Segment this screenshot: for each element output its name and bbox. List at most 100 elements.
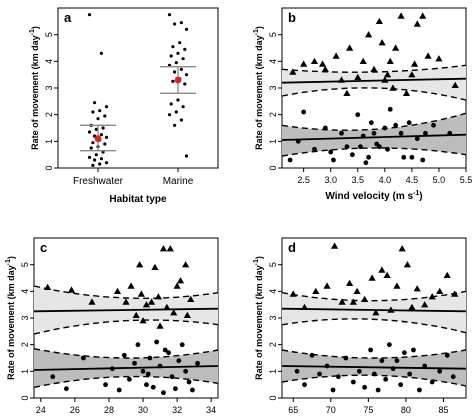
fit-line	[33, 307, 219, 313]
circle-point	[132, 360, 137, 366]
triangle-point	[67, 286, 76, 293]
x-tick-label: 28	[104, 405, 114, 415]
circle-point	[444, 352, 450, 358]
triangle-point	[343, 89, 351, 97]
circle-point	[349, 152, 355, 158]
triangle-point	[354, 73, 362, 81]
triangle-point	[330, 242, 339, 249]
circle-point	[330, 387, 336, 393]
y-tick-label: 0	[268, 395, 278, 400]
data-point	[93, 101, 97, 105]
circle-point	[402, 350, 407, 356]
circle-point	[116, 387, 122, 393]
ci-upper-line	[33, 347, 219, 359]
triangle-point	[323, 282, 331, 289]
y-axis-label: Rate of movement (km day-1)	[29, 26, 40, 150]
circle-point	[176, 358, 182, 364]
data-point	[98, 109, 102, 113]
triangle-point	[403, 261, 412, 268]
circle-point	[366, 154, 371, 160]
triangle-point	[413, 20, 421, 27]
circle-point	[383, 376, 389, 382]
triangle-point	[389, 84, 397, 91]
x-tick-label: 5.5	[460, 175, 473, 185]
circle-point	[394, 358, 400, 364]
triangle-point	[147, 298, 156, 305]
circle-point	[144, 382, 149, 388]
y-tick-label: 1	[268, 369, 278, 374]
label-part: )	[419, 191, 422, 202]
confidence-band	[282, 291, 466, 333]
circle-point	[387, 106, 393, 112]
triangle-point	[122, 298, 130, 305]
circle-point	[302, 382, 307, 388]
triangle-point	[182, 261, 190, 268]
circle-point	[127, 376, 132, 382]
data-point	[179, 67, 183, 71]
y-tick-label: 5	[268, 32, 278, 37]
circle-point	[154, 339, 160, 345]
triangle-point	[408, 303, 416, 311]
circle-point	[328, 149, 334, 155]
label-part: )	[254, 26, 264, 29]
triangle-point	[44, 283, 52, 291]
x-tick-label: 34	[206, 405, 216, 415]
triangle-point	[289, 290, 297, 297]
circle-point	[407, 371, 413, 377]
circle-point	[362, 384, 368, 390]
data-point	[99, 157, 103, 161]
circle-point	[312, 146, 317, 152]
circle-point	[422, 363, 428, 369]
data-point	[87, 13, 92, 17]
circle-point	[363, 160, 369, 166]
triangle-point	[381, 76, 389, 83]
circle-point	[414, 136, 420, 142]
fit-line	[33, 365, 219, 371]
circle-point	[145, 371, 151, 377]
label-part: Rate of movement (km day	[30, 35, 40, 150]
circle-point	[386, 342, 392, 348]
circle-point	[166, 350, 171, 356]
circle-point	[339, 130, 344, 136]
circle-point	[375, 387, 381, 393]
triangle-point	[127, 282, 135, 289]
label-superscript: -1	[5, 259, 12, 265]
triangle-point	[435, 55, 443, 62]
data-point	[167, 113, 172, 117]
circle-point	[294, 368, 300, 374]
circle-point	[447, 130, 453, 136]
triangle-point	[176, 277, 185, 284]
data-point	[173, 22, 177, 26]
data-point	[167, 13, 172, 17]
circle-point	[50, 374, 56, 380]
data-point	[98, 162, 102, 166]
triangle-point	[137, 290, 145, 297]
plot-frame	[57, 7, 219, 169]
circle-point	[186, 379, 192, 385]
triangle-point	[349, 298, 357, 305]
circle-point	[324, 363, 330, 369]
data-point	[91, 110, 95, 114]
triangle-point	[370, 65, 378, 73]
circle-point	[390, 366, 396, 372]
triangle-point	[142, 301, 151, 308]
label-superscript: -1	[253, 29, 260, 35]
triangle-point	[451, 81, 459, 89]
panel-label: c	[40, 240, 47, 255]
triangle-point	[378, 266, 386, 273]
data-point	[173, 70, 177, 74]
triangle-point	[318, 60, 327, 67]
circle-point	[350, 379, 356, 385]
ci-upper-line	[281, 112, 467, 131]
circle-point	[368, 347, 374, 353]
circle-point	[81, 355, 86, 361]
panel-a: a 0 1 2 3 4 5 Rate of movement (km day-1) Freshw…	[29, 7, 219, 205]
x-tick-label: 26	[70, 405, 80, 415]
triangle-point	[392, 44, 400, 51]
circle-point	[147, 355, 153, 361]
triangle-point	[173, 282, 181, 289]
triangle-point	[375, 17, 384, 25]
mean-point	[94, 135, 102, 143]
data-point	[104, 161, 109, 165]
y-tick-label: 0	[268, 165, 278, 170]
